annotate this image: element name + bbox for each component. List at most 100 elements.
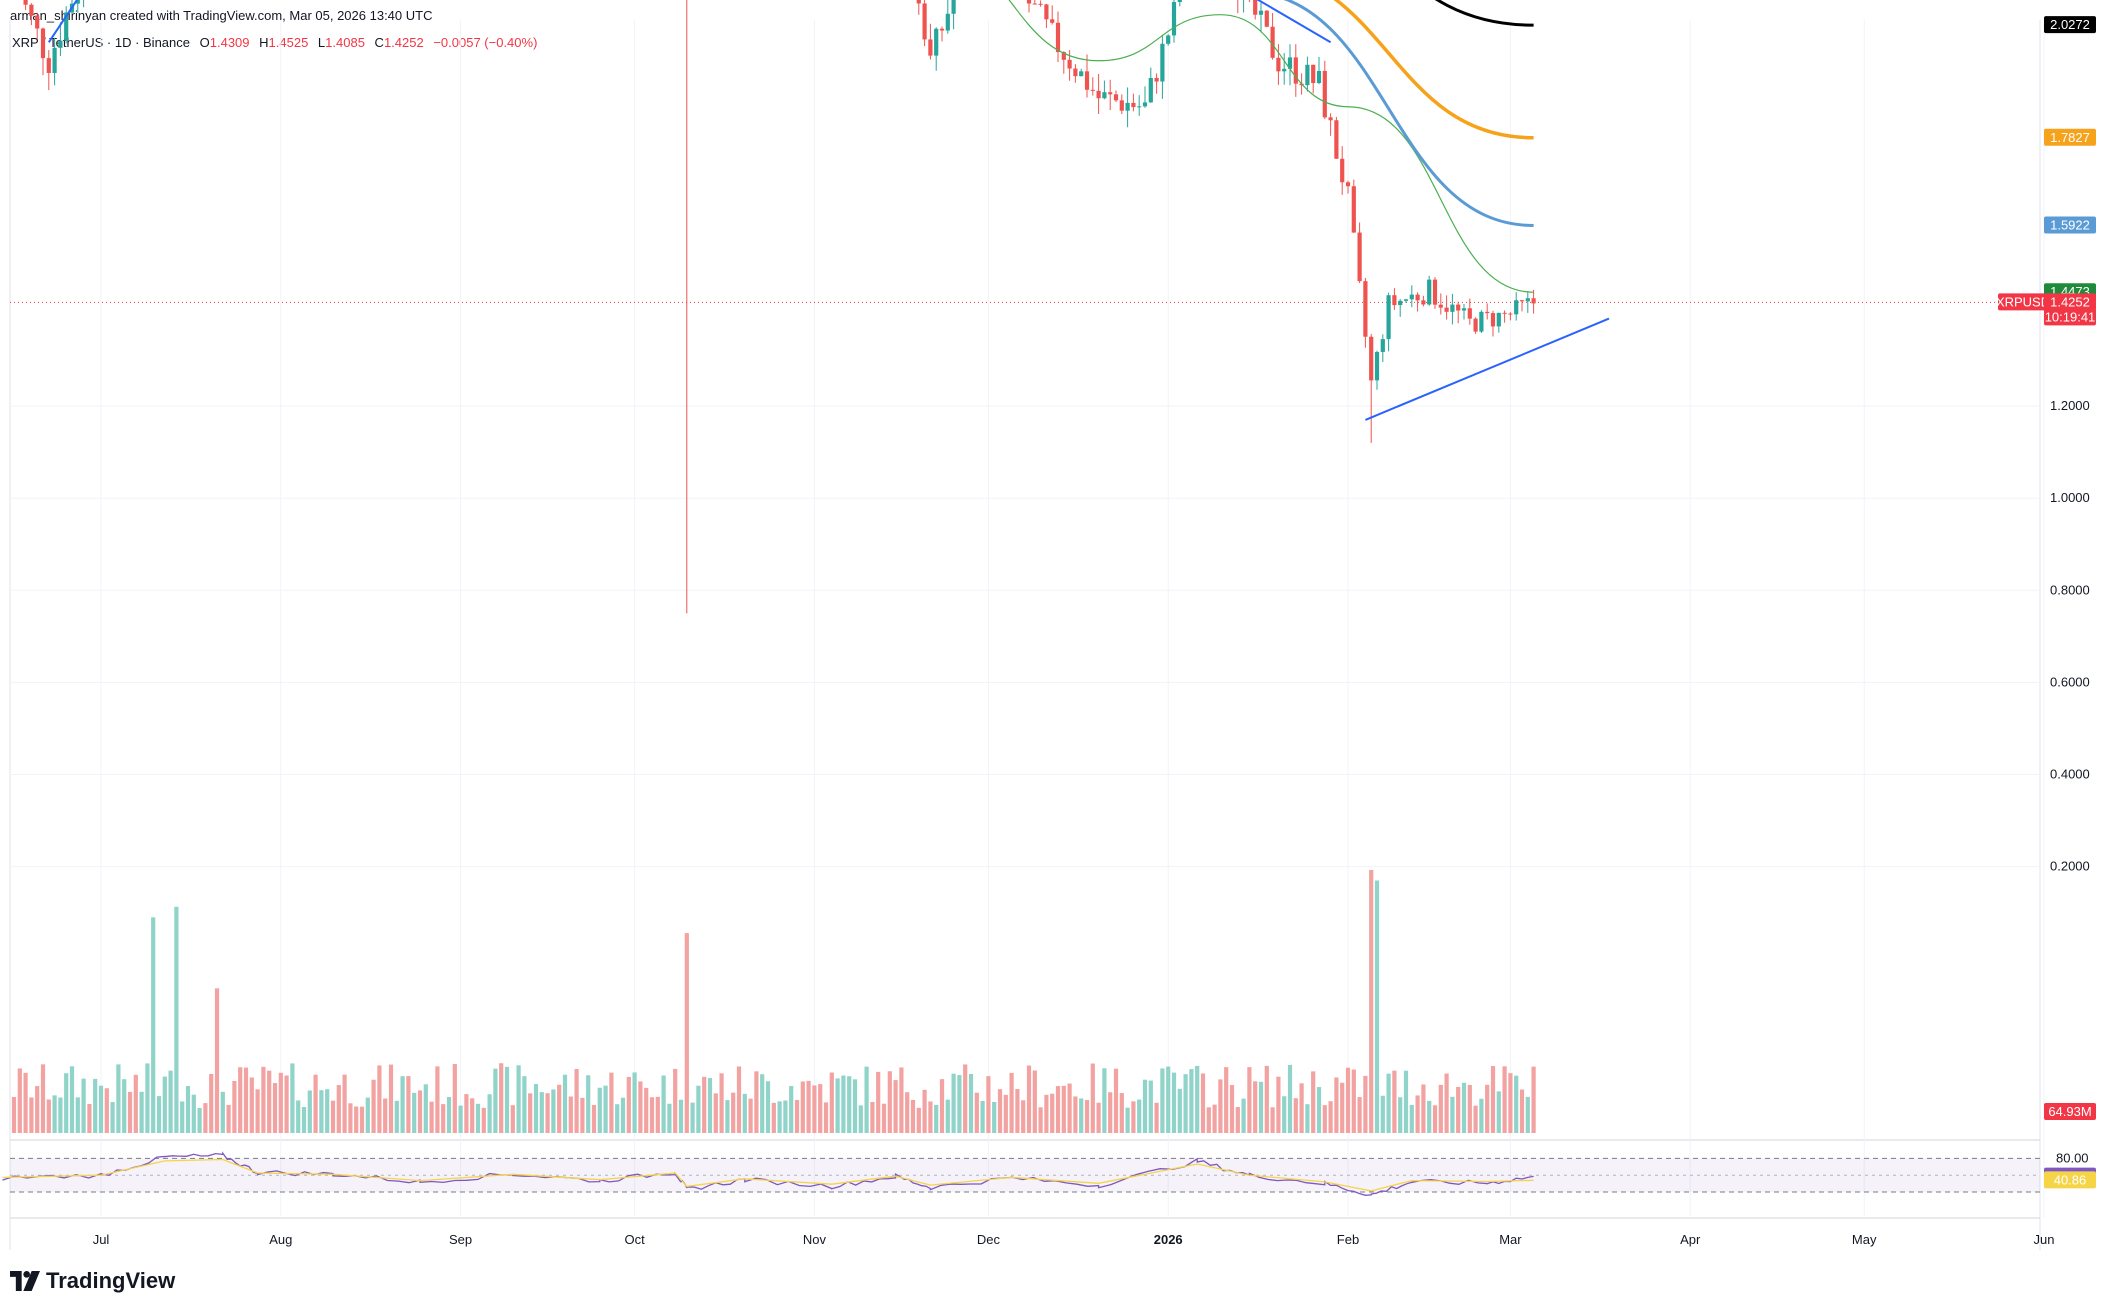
volume-bar (1032, 1070, 1037, 1133)
candle (1386, 292, 1391, 352)
rsi-pane[interactable] (2, 1151, 2040, 1196)
price-chart[interactable]: 4.60004.40004.20004.00003.80003.60003.40… (0, 0, 2119, 1255)
candle (1073, 64, 1078, 83)
volume-bar (81, 1078, 86, 1133)
candle-body (1334, 120, 1339, 159)
volume-bar (1380, 1095, 1385, 1133)
volume-bar (354, 1106, 359, 1133)
time-tick-label: Oct (624, 1232, 645, 1247)
candle-body (1026, 0, 1032, 4)
volume-bar (615, 1104, 620, 1133)
trendlines[interactable] (47, 0, 1610, 421)
volume-bar (696, 1085, 701, 1133)
candle (1171, 0, 1177, 43)
price-axis[interactable]: 4.60004.40004.20004.00003.80003.60003.40… (2050, 0, 2090, 1165)
volume-bar (423, 1084, 428, 1133)
candle (1026, 0, 1032, 13)
volume-bar (760, 1074, 765, 1133)
axis-badge: 1.4252 (2044, 293, 2096, 311)
trendline (1256, 0, 1332, 44)
volume-bar (690, 1102, 695, 1133)
candle-body (1050, 19, 1055, 23)
candle (1328, 113, 1333, 136)
candle-body (1032, 3, 1037, 5)
volume-bar (632, 1072, 637, 1133)
candle-body (1282, 68, 1287, 72)
time-axis[interactable]: Jul Aug Sep Oct Nov Dec 2026 Feb Mar Apr May Jun (93, 1232, 2055, 1247)
volume-bar (881, 1103, 887, 1133)
axis-badge: 64.93M (2044, 1103, 2096, 1120)
volume-bar (893, 1080, 898, 1133)
candle-body (64, 12, 69, 41)
volume-bar (243, 1067, 249, 1133)
volume-bar (905, 1092, 910, 1133)
volume-bar (986, 1076, 991, 1133)
volume-bar (1398, 1097, 1403, 1133)
volume-bar (504, 1066, 510, 1133)
candle-body (1456, 304, 1461, 311)
candles[interactable] (12, 0, 1536, 614)
volume-bar (1038, 1107, 1043, 1133)
volume-bar (1508, 1073, 1513, 1133)
volume-bar (191, 1094, 196, 1133)
candle-body (1073, 68, 1078, 77)
candle (1096, 73, 1101, 115)
volume-bar (771, 1102, 776, 1133)
volume-bar (1467, 1084, 1472, 1133)
volume-bar (649, 1097, 655, 1133)
candle-body (1514, 300, 1519, 315)
candle-body (1432, 279, 1438, 305)
symbol-legend[interactable]: XRP / TetherUS · 1D · Binance O1.4309 H1… (12, 35, 537, 50)
volume-bar (951, 1073, 956, 1133)
candle-body (951, 0, 956, 14)
volume-bar (35, 1086, 40, 1133)
candle-body (1490, 313, 1496, 327)
candle (1496, 312, 1501, 333)
axis-badge: XRPUSDT (1996, 293, 2058, 311)
candle (46, 50, 51, 91)
volume-bar (748, 1098, 753, 1133)
volume-bar (319, 1090, 324, 1133)
volume-bar (626, 1076, 631, 1133)
candle-body (1125, 102, 1130, 111)
candle-body (928, 39, 933, 56)
volume-bar (406, 1076, 411, 1133)
candle (1090, 77, 1095, 96)
ma-green-line (1008, 0, 1534, 293)
tradingview-logo[interactable]: TradingView (10, 1268, 175, 1294)
volume-bar (232, 1080, 237, 1133)
change-value: −0.0057 (−0.40%) (433, 35, 538, 50)
candle (1322, 60, 1327, 120)
candle (1340, 146, 1345, 195)
candle-body (1264, 10, 1269, 27)
volume-bar (1519, 1089, 1525, 1133)
candle-body (1374, 351, 1380, 381)
volume-bar (620, 1097, 626, 1133)
volume-bar (394, 1100, 399, 1133)
moving-averages (1008, 0, 1534, 293)
candle (1357, 222, 1362, 284)
volume-bar (29, 1097, 34, 1133)
volume-bar (1293, 1098, 1298, 1133)
volume-bar (667, 1103, 672, 1133)
volume-bar (887, 1071, 892, 1133)
candle-body (1038, 3, 1043, 5)
candle-body (922, 3, 927, 40)
volume-bar (1119, 1093, 1124, 1133)
volume-bar (1003, 1094, 1008, 1133)
ma-black-line (1434, 0, 1534, 27)
candle (1450, 293, 1455, 325)
candle (1079, 68, 1084, 77)
candle-body (1166, 35, 1171, 44)
candle-body (52, 47, 57, 73)
volume-bar (1444, 1073, 1449, 1133)
volume-bar (522, 1076, 527, 1133)
axis-badge-text: 10:19:41 (2045, 309, 2096, 324)
volume-bar (783, 1100, 788, 1133)
time-tick-label: Aug (269, 1232, 292, 1247)
volume-bar (800, 1081, 805, 1133)
candle (29, 3, 34, 26)
volume-bar (203, 1103, 208, 1133)
volume-bar (870, 1101, 875, 1133)
axis-badge-text: 64.93M (2048, 1104, 2091, 1119)
